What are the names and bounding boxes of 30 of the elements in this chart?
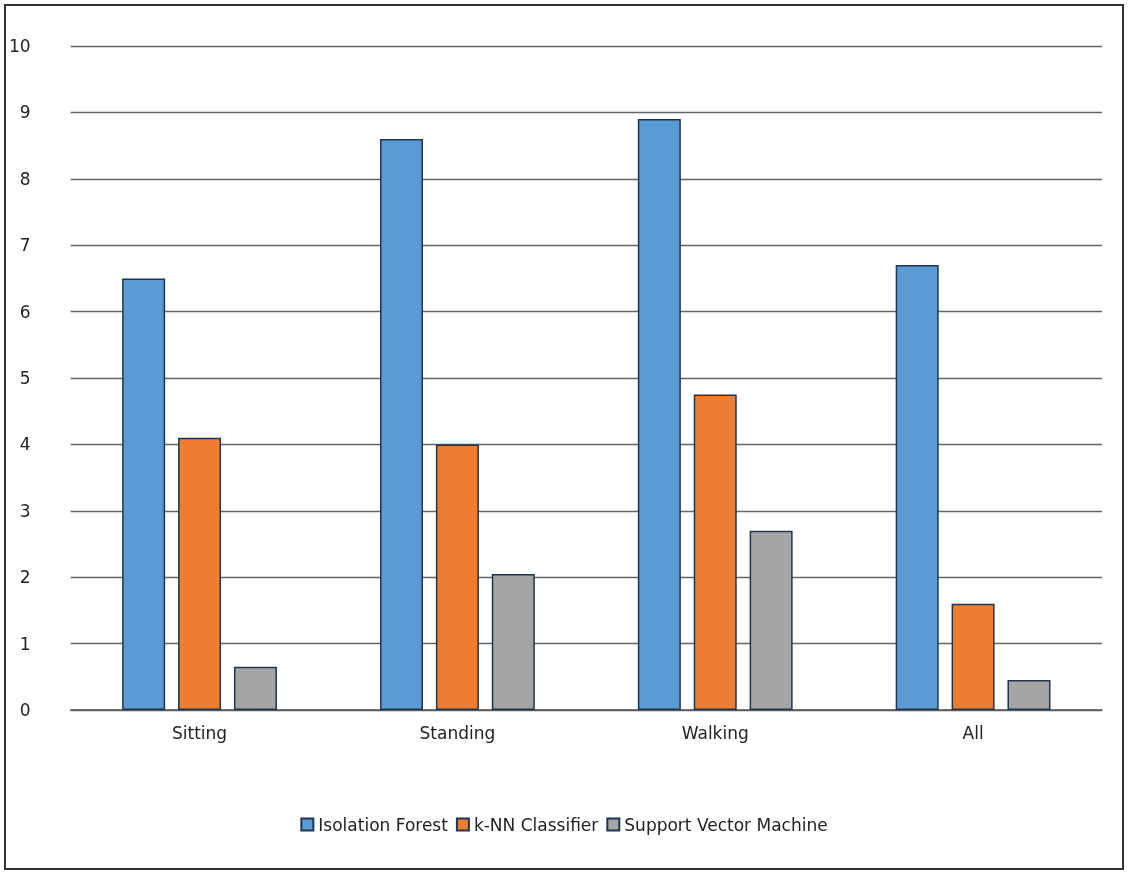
y-tick-label: 6 bbox=[19, 301, 31, 322]
x-tick-label: Sitting bbox=[171, 722, 228, 743]
x-tick-label: All bbox=[962, 722, 984, 743]
legend-label: Isolation Forest bbox=[318, 814, 449, 835]
y-tick-label: 9 bbox=[19, 102, 31, 123]
y-tick-label: 1 bbox=[19, 633, 31, 654]
bar bbox=[951, 603, 995, 710]
bar bbox=[749, 530, 793, 710]
y-tick-label: 5 bbox=[19, 368, 31, 388]
bar bbox=[491, 573, 535, 710]
bar bbox=[178, 437, 222, 710]
bar bbox=[233, 666, 277, 710]
bar bbox=[435, 444, 479, 710]
y-tick-label: 2 bbox=[19, 567, 31, 588]
y-tick-label: 8 bbox=[19, 168, 31, 189]
bar bbox=[895, 265, 939, 710]
x-tick-label: Walking bbox=[681, 722, 749, 743]
x-tick-label: Standing bbox=[419, 722, 496, 743]
y-tick-label: 4 bbox=[19, 434, 31, 455]
y-tick-label: 0 bbox=[19, 700, 31, 720]
y-tick-label: 10 bbox=[8, 36, 31, 56]
bar bbox=[1007, 680, 1051, 710]
y-tick-label: 7 bbox=[19, 235, 31, 256]
legend-label: Support Vector Machine bbox=[624, 814, 828, 835]
legend-label: k-NN Classifier bbox=[473, 814, 599, 835]
y-tick-label: 3 bbox=[19, 500, 31, 521]
bar bbox=[693, 394, 737, 710]
bar bbox=[379, 138, 423, 710]
bar bbox=[122, 278, 166, 710]
bar bbox=[637, 119, 681, 710]
